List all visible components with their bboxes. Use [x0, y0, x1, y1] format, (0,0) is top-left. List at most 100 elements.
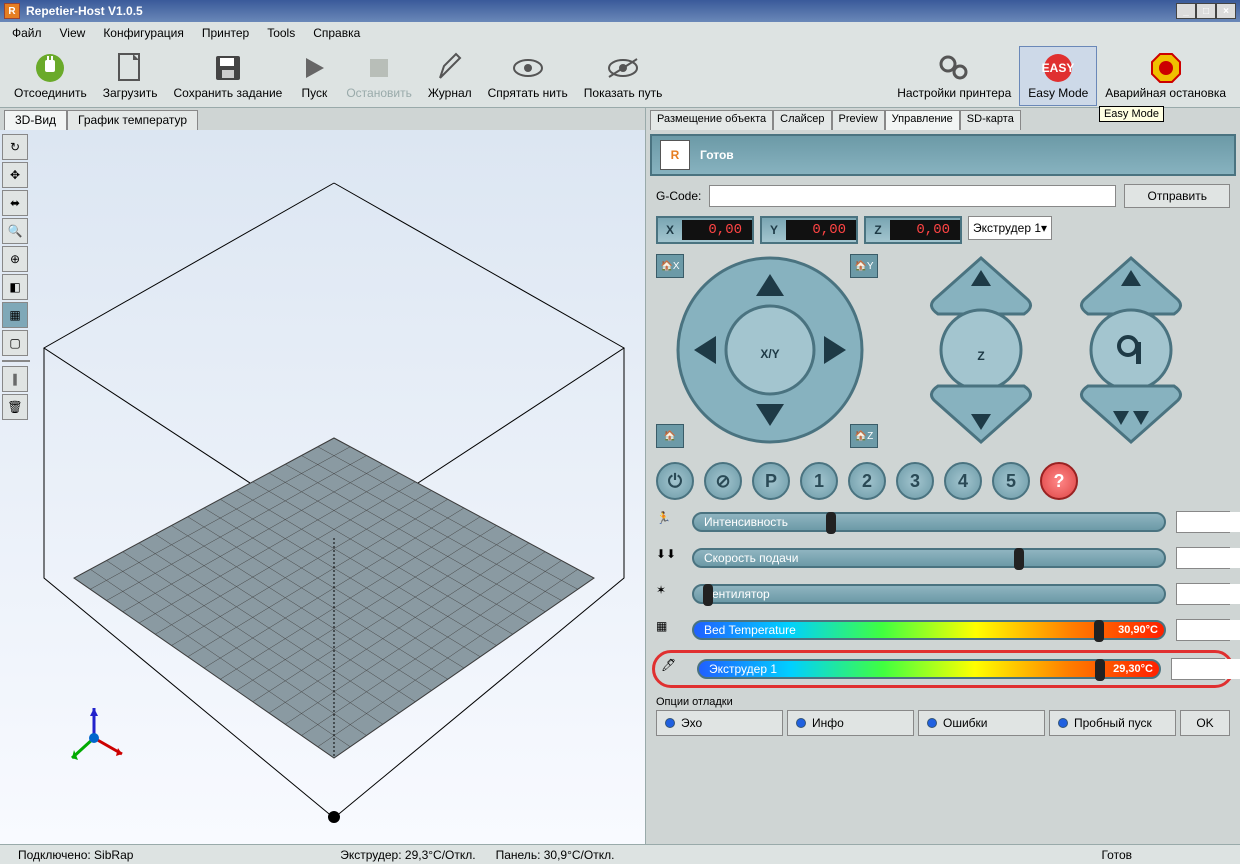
extruder-temp-spinner[interactable]: ▲▼ [1171, 658, 1225, 680]
status-bed: Панель: 30,9°C/Откл. [486, 848, 625, 862]
quick-buttons: ⏻ ⊘ P 1 2 3 4 5 ? [656, 462, 1230, 500]
tab-slicer[interactable]: Слайсер [773, 110, 831, 130]
feed-slider[interactable]: Скорость подачи [692, 548, 1166, 568]
tab-sdcard[interactable]: SD-карта [960, 110, 1021, 130]
tool-parallel[interactable]: ∥ [2, 366, 28, 392]
help-button[interactable]: ? [1040, 462, 1078, 500]
stop-sign-icon [1150, 52, 1182, 84]
tab-temp-graph[interactable]: График температур [67, 110, 198, 130]
tab-placement[interactable]: Размещение объекта [650, 110, 773, 130]
script-3-button[interactable]: 3 [896, 462, 934, 500]
script-2-button[interactable]: 2 [848, 462, 886, 500]
extruder-select[interactable]: Экструдер 1 ▾ [968, 216, 1052, 240]
menu-config[interactable]: Конфигурация [103, 26, 184, 40]
show-path-button[interactable]: Показать путь [576, 46, 671, 106]
gcode-label: G-Code: [656, 189, 701, 203]
tool-zoom[interactable]: 🔍 [2, 218, 28, 244]
debug-echo[interactable]: Эхо [656, 710, 783, 736]
motor-off-button[interactable]: ⊘ [704, 462, 742, 500]
easy-mode-button[interactable]: EASY Easy Mode [1019, 46, 1097, 106]
psettings-label: Настройки принтера [897, 86, 1011, 100]
script-4-button[interactable]: 4 [944, 462, 982, 500]
load-button[interactable]: Загрузить [95, 46, 166, 106]
easy-mode-tooltip: Easy Mode [1099, 106, 1164, 122]
menu-printer[interactable]: Принтер [202, 26, 249, 40]
left-panel: 3D-Вид График температур ↻ ✥ ⬌ 🔍 ⊕ ◧ ▦ ▢… [0, 108, 646, 844]
speed-icon: 🏃 [656, 511, 682, 533]
printer-settings-button[interactable]: Настройки принтера [889, 46, 1019, 106]
coord-z[interactable]: Z0,00 [864, 216, 962, 244]
tool-move-model[interactable]: ⬌ [2, 190, 28, 216]
scene-svg [34, 138, 644, 828]
script-5-button[interactable]: 5 [992, 462, 1030, 500]
tab-preview[interactable]: Preview [832, 110, 885, 130]
script-1-button[interactable]: 1 [800, 462, 838, 500]
status-icon: R [660, 140, 690, 170]
tab-control[interactable]: Управление [885, 110, 960, 130]
bed-temp-slider[interactable]: Bed Temperature30,90°C [692, 620, 1166, 640]
menu-file[interactable]: Файл [12, 26, 42, 40]
close-button[interactable]: × [1216, 3, 1236, 19]
play-label: Пуск [301, 86, 327, 100]
stop-icon [363, 52, 395, 84]
window-title: Repetier-Host V1.0.5 [26, 4, 143, 18]
estop-label: Аварийная остановка [1105, 86, 1226, 100]
intensity-spinner[interactable]: ▲▼ [1176, 511, 1230, 533]
tool-delete[interactable]: 🗑 [2, 394, 28, 420]
intensity-slider[interactable]: Интенсивность [692, 512, 1166, 532]
maximize-button[interactable]: □ [1196, 3, 1216, 19]
status-banner: R Готов [650, 134, 1236, 176]
debug-info[interactable]: Инфо [787, 710, 914, 736]
extruder-jog-icon[interactable] [1066, 250, 1196, 450]
pencil-icon [434, 52, 466, 84]
intensity-row: 🏃 Интенсивность ▲▼ [656, 510, 1230, 534]
fan-slider[interactable]: Вентилятор [692, 584, 1166, 604]
tool-iso[interactable]: ◧ [2, 274, 28, 300]
disconnect-button[interactable]: Отсоединить [6, 46, 95, 106]
svg-text:X/Y: X/Y [760, 347, 779, 361]
debug-options: Опции отладки Эхо Инфо Ошибки Пробный пу… [656, 696, 1230, 736]
fan-icon: ✶ [656, 583, 682, 605]
tool-reset-view[interactable]: ↻ [2, 134, 28, 160]
minimize-button[interactable]: _ [1176, 3, 1196, 19]
svg-text:Z: Z [977, 349, 984, 363]
plug-icon [34, 52, 66, 84]
tool-top[interactable]: ▢ [2, 330, 28, 356]
log-button[interactable]: Журнал [420, 46, 480, 106]
power-button[interactable]: ⏻ [656, 462, 694, 500]
z-jog-icon[interactable]: Z [916, 250, 1046, 450]
debug-errors[interactable]: Ошибки [918, 710, 1045, 736]
status-connection: Подключено: SibRap [8, 848, 143, 862]
coord-x[interactable]: X0,00 [656, 216, 754, 244]
emergency-stop-button[interactable]: Аварийная остановка [1097, 46, 1234, 106]
play-button[interactable]: Пуск [290, 46, 338, 106]
debug-ok-button[interactable]: OK [1180, 710, 1230, 736]
hide-filament-button[interactable]: Спрятать нить [480, 46, 576, 106]
save-icon [212, 52, 244, 84]
tool-rotate[interactable]: ⊕ [2, 246, 28, 272]
menu-view[interactable]: View [60, 26, 86, 40]
feed-spinner[interactable]: ▲▼ [1176, 547, 1230, 569]
park-button[interactable]: P [752, 462, 790, 500]
menu-help[interactable]: Справка [313, 26, 360, 40]
tab-3d-view[interactable]: 3D-Вид [4, 110, 67, 130]
gcode-send-button[interactable]: Отправить [1124, 184, 1230, 208]
right-panel: Размещение объекта Слайсер Preview Управ… [646, 108, 1240, 844]
bed-temp-spinner[interactable]: ▲▼ [1176, 619, 1230, 641]
menu-tools[interactable]: Tools [267, 26, 295, 40]
log-label: Журнал [428, 86, 472, 100]
stop-label: Остановить [346, 86, 412, 100]
stop-button[interactable]: Остановить [338, 46, 420, 106]
fan-spinner[interactable]: ▲▼ [1176, 583, 1230, 605]
tool-front[interactable]: ▦ [2, 302, 28, 328]
extruder-temp-slider[interactable]: Экструдер 129,30°C [697, 659, 1161, 679]
gcode-input[interactable] [709, 185, 1116, 207]
save-button[interactable]: Сохранить задание [166, 46, 291, 106]
status-ready: Готов [1091, 848, 1142, 862]
xy-jog-icon[interactable]: X/Y [660, 250, 880, 450]
easy-label: Easy Mode [1028, 86, 1088, 100]
coord-y[interactable]: Y0,00 [760, 216, 858, 244]
debug-dryrun[interactable]: Пробный пуск [1049, 710, 1176, 736]
tool-move[interactable]: ✥ [2, 162, 28, 188]
3d-viewport[interactable]: ↻ ✥ ⬌ 🔍 ⊕ ◧ ▦ ▢ ∥ 🗑 [0, 130, 645, 844]
